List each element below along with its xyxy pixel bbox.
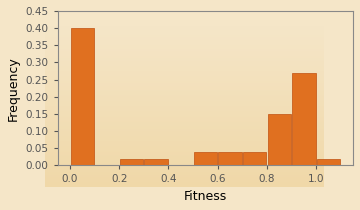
Bar: [292, 73, 315, 165]
Bar: [218, 152, 242, 165]
Bar: [194, 152, 217, 165]
Bar: [317, 159, 340, 165]
Bar: [71, 28, 94, 165]
Bar: [144, 159, 168, 165]
Bar: [120, 159, 143, 165]
Y-axis label: Frequency: Frequency: [7, 56, 20, 121]
Bar: [267, 114, 291, 165]
Bar: [243, 152, 266, 165]
X-axis label: Fitness: Fitness: [184, 190, 227, 203]
